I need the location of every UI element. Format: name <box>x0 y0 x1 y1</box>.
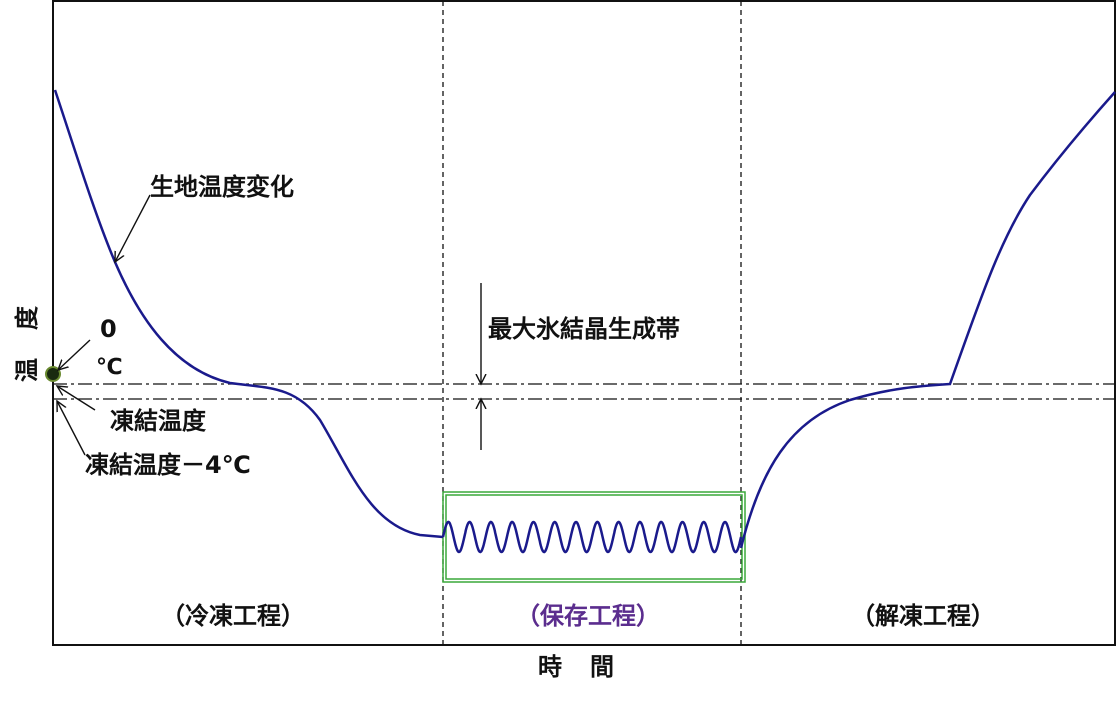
arrow <box>57 386 96 411</box>
phase-label: （解凍工程） <box>851 602 995 630</box>
freezing-label: 凍結温度 <box>110 407 207 435</box>
storage-fluctuation <box>441 520 743 554</box>
zero-label: 0 <box>100 315 117 343</box>
arrow <box>115 194 151 262</box>
zero-point <box>45 366 61 382</box>
curve-label: 生地温度変化 <box>150 173 294 201</box>
freezing-minus4-label: 凍結温度－4℃ <box>85 451 251 479</box>
plot-frame <box>52 0 1116 646</box>
ice-zone-label: 最大氷結晶生成帯 <box>488 315 680 343</box>
thaw-curve <box>739 91 1116 549</box>
phase-label: （冷凍工程） <box>161 602 305 630</box>
y-axis-label: 温度 <box>13 278 41 382</box>
storage-box-inner <box>445 494 743 580</box>
arrow <box>58 339 91 370</box>
temperature-curve <box>53 89 444 539</box>
x-axis-label: 時間 <box>538 653 642 681</box>
arrow <box>57 401 86 456</box>
phase-label: （保存工程） <box>516 602 660 630</box>
zero-unit: ℃ <box>96 355 123 380</box>
